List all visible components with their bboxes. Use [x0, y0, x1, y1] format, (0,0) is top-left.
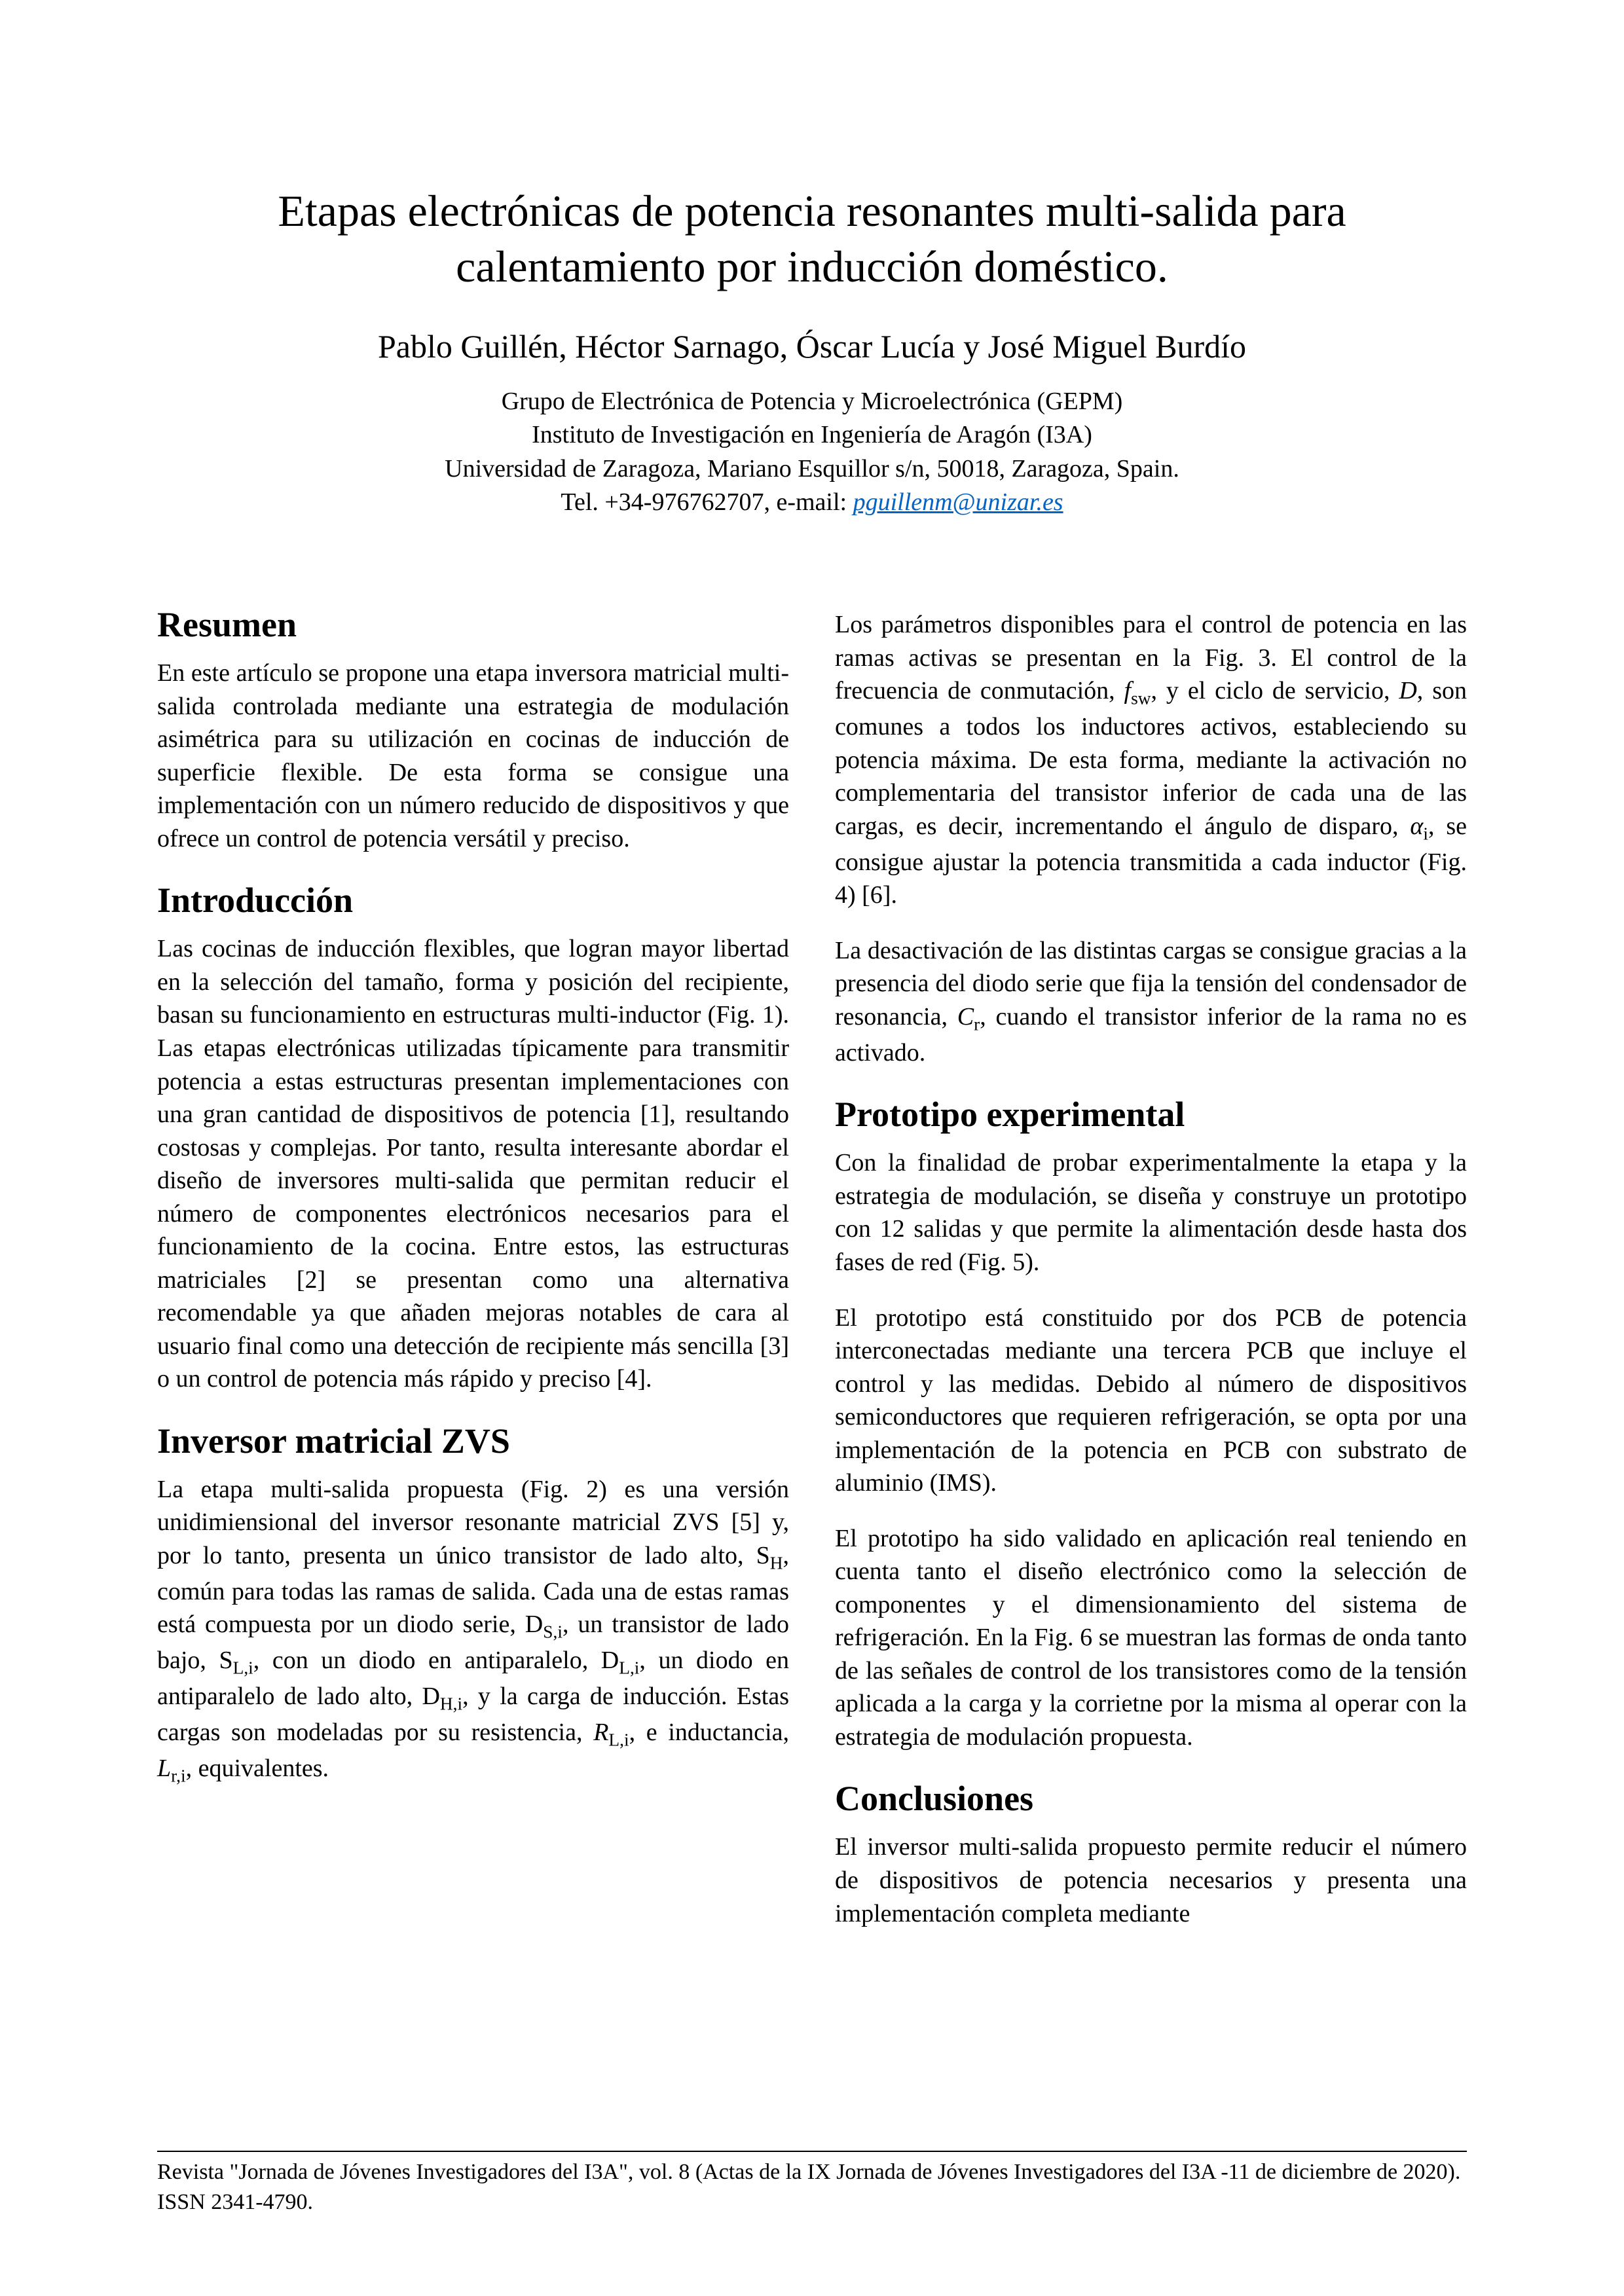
footer-rule	[157, 2151, 1467, 2152]
left-column: Resumen En este artículo se propone una …	[157, 604, 789, 1952]
affiliation-block: Grupo de Electrónica de Potencia y Micro…	[157, 385, 1467, 519]
two-column-body: Resumen En este artículo se propone una …	[157, 604, 1467, 1952]
affil-contact: Tel. +34-976762707, e-mail: pguillenm@un…	[157, 486, 1467, 519]
section-heading-inversor: Inversor matricial ZVS	[157, 1421, 789, 1461]
section-heading-introduccion: Introducción	[157, 880, 789, 920]
author-list: Pablo Guillén, Héctor Sarnago, Óscar Luc…	[157, 327, 1467, 365]
author-email-link[interactable]: pguillenm@unizar.es	[853, 488, 1063, 516]
section-heading-prototipo: Prototipo experimental	[835, 1094, 1467, 1135]
conclusiones-paragraph: El inversor multi-salida propuesto permi…	[835, 1831, 1467, 1930]
proto-paragraph: El prototipo ha sido validado en aplicac…	[835, 1522, 1467, 1754]
affil-tel: Tel. +34-976762707, e-mail:	[561, 488, 853, 516]
affil-line: Universidad de Zaragoza, Mariano Esquill…	[157, 452, 1467, 486]
control-paragraph: Los parámetros disponibles para el contr…	[835, 608, 1467, 912]
affil-line: Grupo de Electrónica de Potencia y Micro…	[157, 385, 1467, 418]
section-heading-resumen: Resumen	[157, 604, 789, 645]
intro-paragraph: Las cocinas de inducción flexibles, que …	[157, 932, 789, 1395]
deactivation-paragraph: La desactivación de las distintas cargas…	[835, 934, 1467, 1070]
section-heading-conclusiones: Conclusiones	[835, 1778, 1467, 1819]
paper-title: Etapas electrónicas de potencia resonant…	[157, 183, 1467, 295]
right-column: Los parámetros disponibles para el contr…	[835, 604, 1467, 1952]
proto-paragraph: El prototipo está constituido por dos PC…	[835, 1302, 1467, 1500]
footer-citation: Revista "Jornada de Jóvenes Investigador…	[157, 2157, 1467, 2217]
resumen-paragraph: En este artículo se propone una etapa in…	[157, 657, 789, 855]
inversor-paragraph: La etapa multi-salida propuesta (Fig. 2)…	[157, 1473, 789, 1788]
affil-line: Instituto de Investigación en Ingeniería…	[157, 418, 1467, 452]
proto-paragraph: Con la finalidad de probar experimentalm…	[835, 1146, 1467, 1279]
